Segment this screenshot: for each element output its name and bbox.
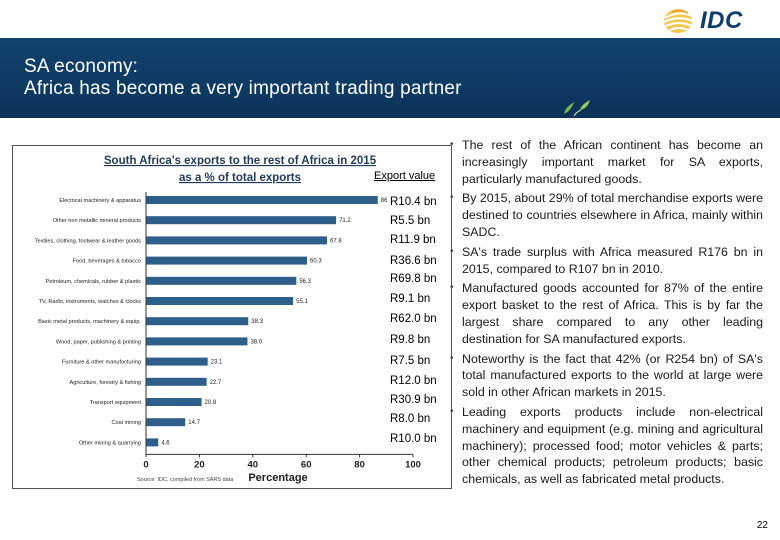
bar <box>146 337 248 346</box>
data-label: 55.1 <box>296 299 308 305</box>
bullet-item: Noteworthy is the fact that 42% (or R254… <box>450 351 763 401</box>
bar <box>146 317 249 326</box>
category-label: Basic metal products, machinery & equip. <box>38 319 141 325</box>
bar <box>146 297 294 305</box>
export-value-item: R10.4 bn <box>387 196 440 208</box>
category-label: Transport equipment <box>90 400 142 406</box>
x-tick-label: 20 <box>194 459 205 470</box>
slide-title: SA economy: Africa has become a very imp… <box>24 56 462 100</box>
bullet-item: The rest of the African continent has be… <box>450 137 763 187</box>
x-tick-label: 60 <box>301 459 312 470</box>
bar <box>146 236 328 245</box>
export-value-item: R9.8 bn <box>387 334 434 346</box>
x-tick-label: 80 <box>354 459 365 470</box>
bullet-item: SA's trade surplus with Africa measured … <box>450 244 763 278</box>
slide-title-line1: SA economy: <box>24 56 139 77</box>
export-value-item: R5.5 bn <box>387 215 434 227</box>
category-label: TV, Radio, instruments, watches & clocks <box>39 299 142 305</box>
leaf-decoration-icon <box>564 100 590 117</box>
category-label: Textiles, clothing, footwear & leather g… <box>35 238 142 244</box>
bullet-list: The rest of the African continent has be… <box>450 137 763 491</box>
category-label: Other non metallic mineral products <box>53 218 141 224</box>
chart-title-line1: South Africa's exports to the rest of Af… <box>104 155 377 167</box>
data-label: 67.8 <box>330 238 342 244</box>
data-label: 14.7 <box>188 420 200 426</box>
bar <box>146 196 378 204</box>
page-number: 22 <box>756 520 768 531</box>
bar <box>146 216 337 225</box>
category-label: Electrical machinery & apparatus <box>59 198 141 204</box>
data-label: 38.0 <box>250 339 262 345</box>
bar <box>146 256 308 265</box>
bar <box>146 357 208 366</box>
category-label: Petroleum, chemicals, rubber & plastic <box>46 279 142 285</box>
bar <box>146 398 202 406</box>
data-label: 23.1 <box>211 360 223 366</box>
export-value-item: R30.9 bn <box>387 394 440 406</box>
bar <box>146 276 297 285</box>
idc-logo: IDC <box>662 6 772 36</box>
export-value-item: R11.9 bn <box>387 234 439 246</box>
data-label: 56.3 <box>299 279 311 285</box>
x-tick-label: 0 <box>143 459 148 470</box>
export-value-item: R36.6 bn <box>387 255 440 267</box>
idc-globe-icon <box>663 9 694 33</box>
category-label: Coal mining <box>111 420 141 426</box>
category-label: Food, beverages & tobacco <box>73 259 141 265</box>
chart-panel: South Africa's exports to the rest of Af… <box>12 145 452 489</box>
data-label: 20.8 <box>205 400 217 406</box>
bar <box>146 377 207 386</box>
slide-title-line2: Africa has become a very important tradi… <box>24 78 462 99</box>
data-label: 60.3 <box>310 259 322 265</box>
chart-title-line2: as a % of total exports <box>179 172 301 184</box>
export-value-item: R7.5 bn <box>387 355 434 367</box>
idc-logo-text: IDC <box>700 7 743 34</box>
category-label: Wood, paper, publishing & printing <box>56 339 141 345</box>
bullet-item: By 2015, about 29% of total merchandise … <box>450 190 763 240</box>
export-value-item: R12.0 bn <box>387 375 440 387</box>
export-value-item: R10.0 bn <box>387 433 440 445</box>
bar <box>146 438 159 447</box>
bar-chart: South Africa's exports to the rest of Af… <box>35 155 421 484</box>
bar <box>146 418 186 427</box>
x-tick-label: 40 <box>248 459 259 470</box>
export-value-header: Export value <box>372 170 450 182</box>
x-axis-label: Percentage <box>248 472 307 484</box>
export-value-item: R9.1 bn <box>387 293 434 305</box>
category-label: Agriculture, forestry & fishing <box>69 380 141 386</box>
data-label: 86.8 <box>381 198 393 204</box>
export-value-item: R69.8 bn <box>387 273 440 285</box>
category-label: Other mining & quarrying <box>79 440 141 446</box>
export-value-item: R8.0 bn <box>387 413 434 425</box>
bullet-item: Manufactured goods accounted for 87% of … <box>450 280 763 347</box>
x-tick-label: 100 <box>405 459 421 470</box>
title-banner: SA economy: Africa has become a very imp… <box>0 38 780 118</box>
category-label: Furniture & other manufacturing <box>62 360 141 366</box>
bullet-item: Leading exports products include non-ele… <box>450 404 763 488</box>
chart-source-note: Source: IDC, compiled from SARS data <box>137 477 234 483</box>
export-value-item: R62.0 bn <box>387 313 440 325</box>
data-label: 71.2 <box>339 218 351 224</box>
data-label: 38.3 <box>251 319 263 325</box>
export-value-column: Export value R10.4 bn R5.5 bn R11.9 bn R36.… <box>372 170 450 445</box>
data-label: 4.6 <box>161 440 170 446</box>
data-label: 22.7 <box>210 380 222 386</box>
